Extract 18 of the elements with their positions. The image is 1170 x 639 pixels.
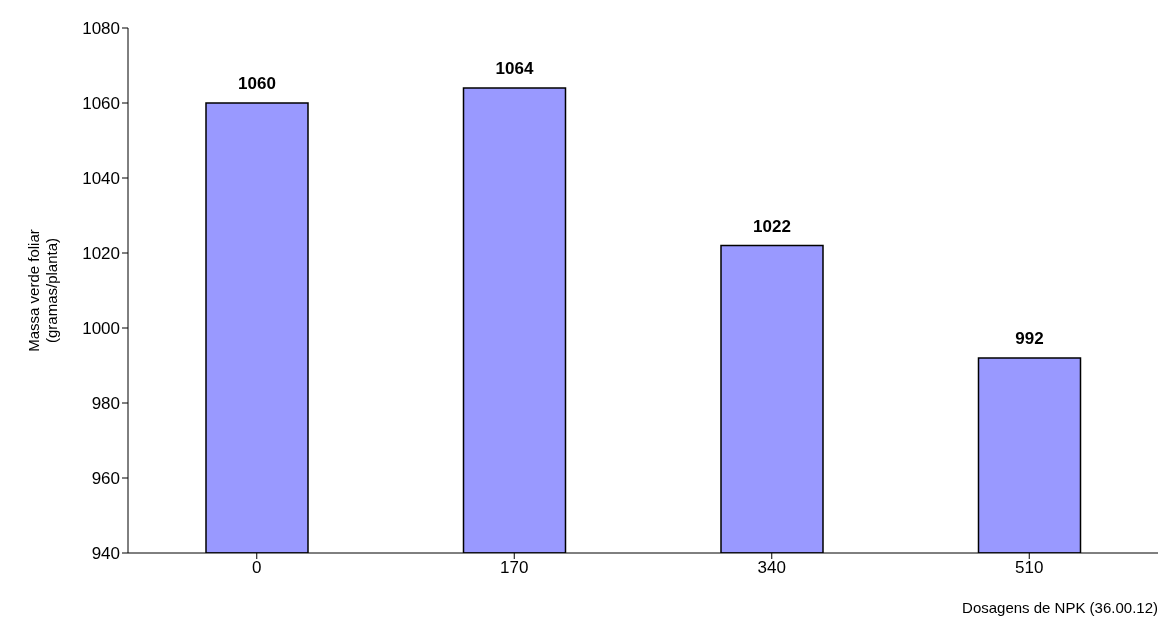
- y-axis-title: Massa verde foliar (gramas/planta): [25, 229, 60, 352]
- data-label: 1022: [753, 216, 791, 236]
- x-tick-label: 340: [757, 558, 786, 578]
- data-label: 1060: [238, 74, 276, 93]
- data-label: 992: [1015, 329, 1044, 348]
- x-tick-label: 170: [500, 558, 529, 578]
- y-tick-label: 1000: [82, 319, 120, 339]
- y-tick-label: 980: [91, 394, 120, 414]
- y-tick-label: 1080: [82, 19, 120, 39]
- y-tick-label: 940: [91, 544, 120, 564]
- y-tick-label: 1040: [82, 169, 120, 189]
- y-tick-label: 1060: [82, 94, 120, 114]
- y-tick-label: 960: [91, 469, 120, 489]
- y-tick-label: 1020: [82, 244, 120, 264]
- data-label: 1064: [495, 59, 534, 78]
- x-tick-label: 510: [1015, 558, 1044, 578]
- x-axis-title: Dosagens de NPK (36.00.12): [962, 599, 1158, 616]
- x-tick-label: 0: [252, 558, 262, 578]
